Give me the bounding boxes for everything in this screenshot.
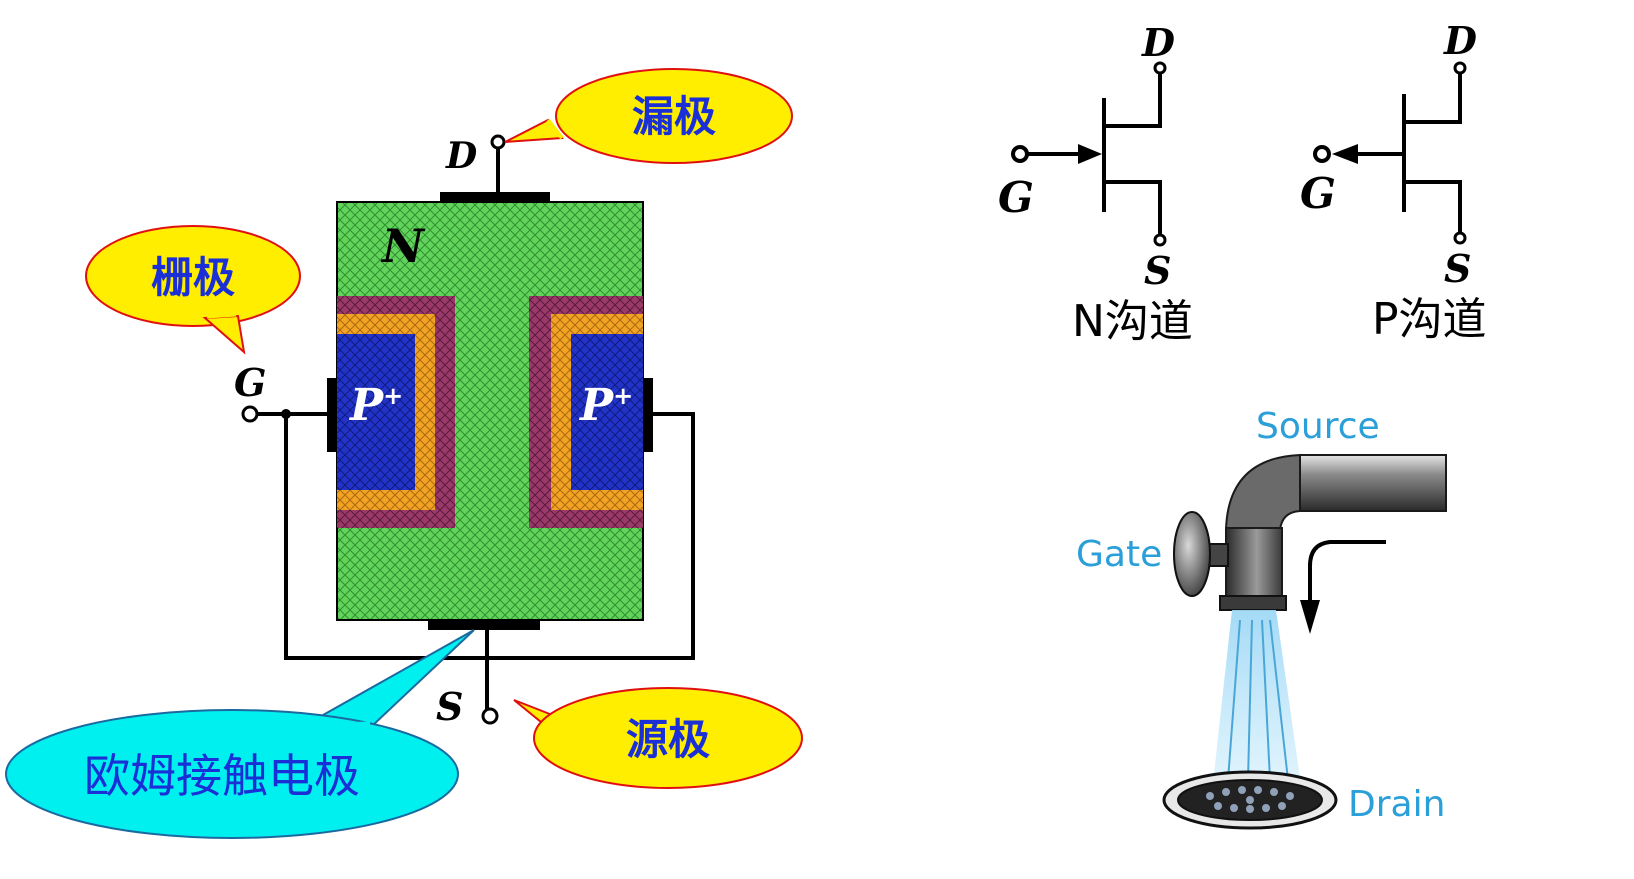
n-symbol-g-label: G [998,173,1034,222]
p-symbol-s-label: S [1444,246,1471,291]
terminal-g-label: G [234,360,266,405]
drain-contact [440,192,550,202]
n-symbol-d-node [1153,61,1167,75]
callout-ohmic: 欧姆接触电极 [5,629,475,839]
n-channel-gate-arrow [1078,144,1102,164]
faucet-drain-label: Drain [1348,784,1445,825]
jfet-structure: N P+ P+ D G S [234,134,695,729]
right-p-label: P+ [578,380,633,431]
left-gate-contact [327,378,337,452]
terminal-s-label: S [436,684,463,729]
callout-ohmic-text: 欧姆接触电极 [84,749,360,803]
callout-source: 源极 [513,687,803,789]
terminal-d-label: D [445,135,477,177]
p-symbol-g-node [1313,145,1331,163]
right-gate-contact [643,378,653,452]
water-stream [1212,610,1302,792]
callout-gate-text: 栅极 [151,253,235,302]
n-channel-symbol [1026,70,1162,236]
faucet-illustration: Source Gate Drain [1076,406,1447,830]
n-symbol-g-node [1011,145,1029,163]
terminal-g-node [241,405,259,423]
n-symbol-s-node [1153,233,1167,247]
flow-arrow [1308,540,1386,618]
callout-gate: 栅极 [85,225,301,355]
source-contact [428,620,540,630]
p-symbol-s-node [1453,231,1467,245]
callout-source-text: 源极 [626,715,710,764]
gate-knob [1173,511,1211,597]
terminal-s-node [481,707,499,725]
callout-drain: 漏极 [504,68,793,164]
gate-wiring [258,148,695,712]
p-symbol-d-node [1453,61,1467,75]
n-symbol-s-label: S [1144,248,1171,293]
n-channel-caption: N沟道 [1072,296,1193,347]
faucet-gate-label: Gate [1076,534,1162,575]
p-channel-symbol [1354,72,1462,232]
n-channel-label: N [380,219,426,273]
callout-drain-text: 漏极 [632,92,716,141]
p-symbol-d-label: D [1443,18,1477,63]
p-symbol-g-label: G [1300,169,1336,218]
left-p-label: P+ [348,380,403,431]
terminal-d-node [490,134,506,150]
gate-junction-dot [281,409,291,419]
p-channel-caption: P沟道 [1372,294,1487,345]
n-symbol-d-label: D [1141,20,1175,65]
p-channel-gate-arrow [1332,144,1358,164]
faucet-source-label: Source [1256,406,1380,447]
right-gate-p-region [571,334,643,490]
left-gate-p-region [337,334,415,490]
